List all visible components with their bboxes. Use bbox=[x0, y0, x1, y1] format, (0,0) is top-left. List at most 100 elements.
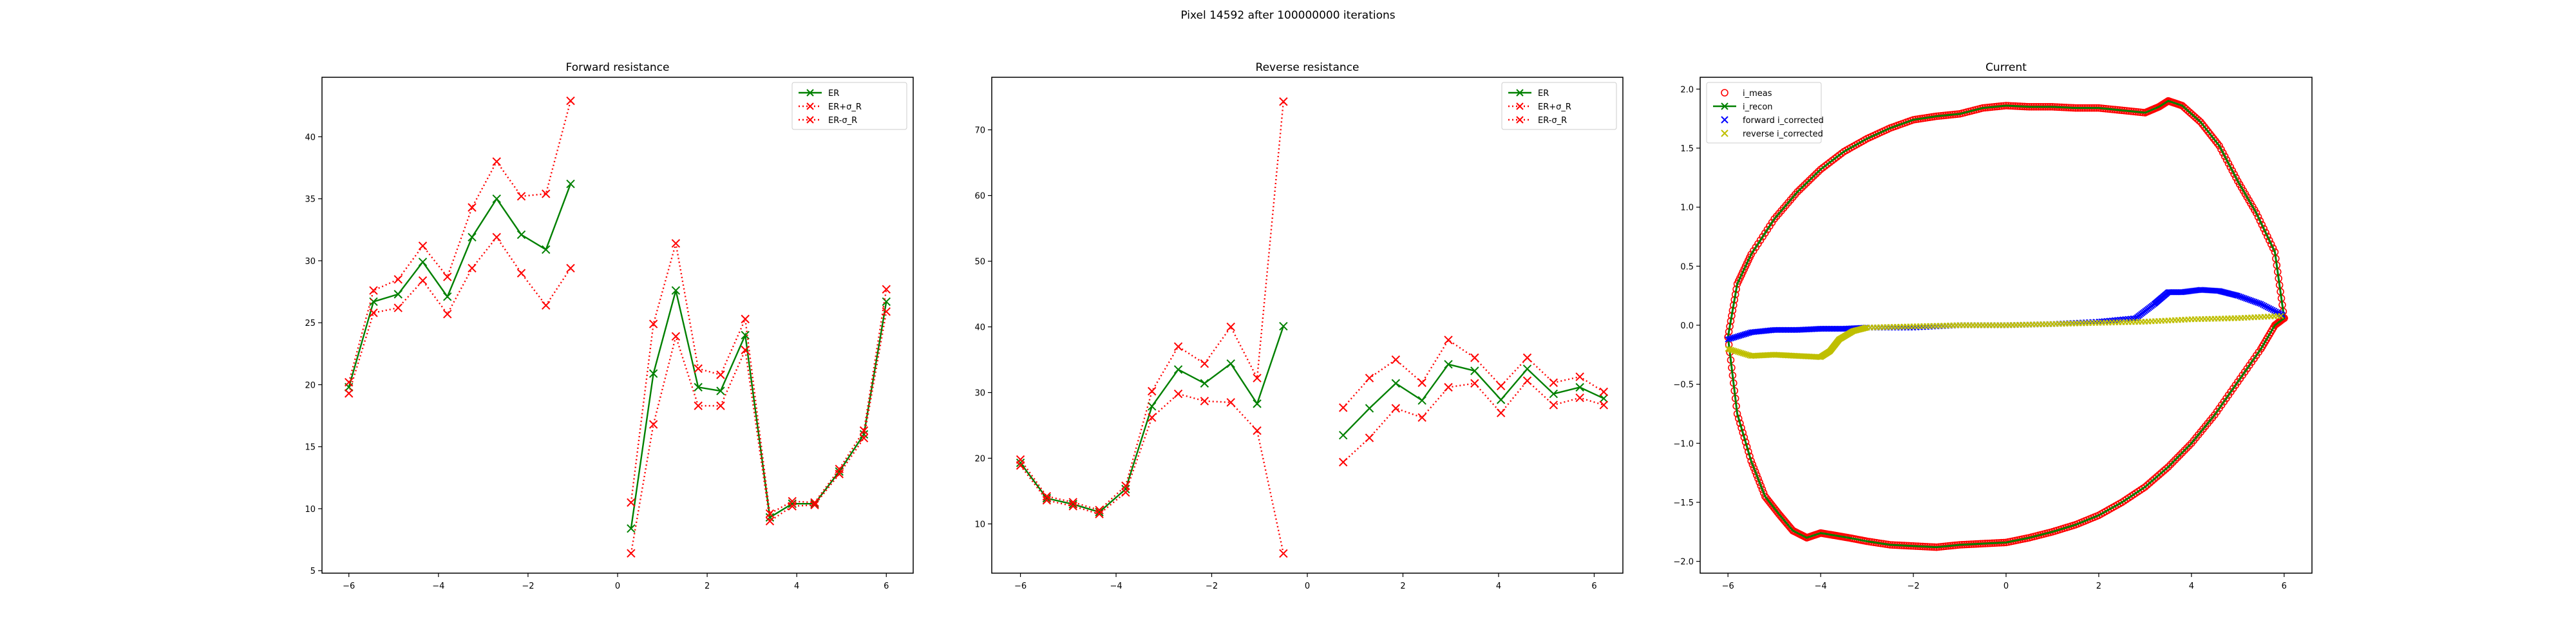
x-tick-label: 6 bbox=[2282, 582, 2287, 591]
data-point bbox=[2183, 444, 2191, 452]
data-point bbox=[2230, 170, 2238, 178]
data-point bbox=[694, 383, 703, 392]
data-point bbox=[1042, 491, 1052, 501]
data-point bbox=[1754, 475, 1762, 483]
data-point bbox=[741, 345, 750, 355]
figure-suptitle: Pixel 14592 after 100000000 iterations bbox=[1180, 9, 1396, 22]
data-point bbox=[1522, 365, 1532, 374]
legend-label: ER-σ_R bbox=[828, 116, 857, 126]
data-point bbox=[1748, 460, 1757, 469]
legend-label: ER bbox=[1538, 89, 1549, 99]
chart-title: Reverse resistance bbox=[1256, 61, 1359, 74]
data-point bbox=[859, 430, 869, 439]
data-point bbox=[492, 232, 501, 242]
data-point bbox=[741, 330, 750, 340]
x-tick-label: 4 bbox=[794, 582, 799, 591]
data-point bbox=[2256, 300, 2262, 307]
series-line bbox=[1019, 101, 1285, 511]
x-tick-label: −2 bbox=[1907, 582, 1919, 591]
series-line bbox=[348, 100, 572, 383]
data-point bbox=[1522, 353, 1532, 363]
data-point bbox=[1148, 413, 1157, 422]
data-point bbox=[1549, 378, 1558, 387]
data-point bbox=[1391, 379, 1401, 388]
data-point bbox=[1338, 431, 1348, 440]
data-point bbox=[2241, 295, 2248, 301]
data-point bbox=[1365, 374, 1374, 383]
data-point bbox=[1496, 381, 1506, 391]
data-point bbox=[1200, 359, 1209, 368]
data-point bbox=[2254, 299, 2261, 306]
data-point bbox=[1121, 481, 1130, 491]
legend-label: i_meas bbox=[1743, 89, 1772, 99]
data-point bbox=[810, 499, 819, 508]
data-point bbox=[1016, 461, 1025, 470]
data-point bbox=[1226, 359, 1235, 368]
data-point bbox=[1200, 379, 1209, 388]
legend-frame bbox=[791, 82, 907, 130]
data-point bbox=[1173, 342, 1183, 351]
y-tick-label: 40 bbox=[305, 133, 316, 142]
x-tick-label: −4 bbox=[432, 582, 444, 591]
data-point bbox=[2226, 163, 2235, 171]
data-point bbox=[1812, 170, 1820, 178]
data-point bbox=[2195, 117, 2203, 124]
data-point bbox=[345, 389, 354, 398]
data-point bbox=[492, 157, 501, 166]
data-point bbox=[369, 286, 378, 295]
data-point bbox=[2176, 451, 2184, 459]
x-tick-label: 2 bbox=[2096, 582, 2101, 591]
data-point bbox=[1470, 379, 1479, 388]
x-tick-label: 0 bbox=[1305, 582, 1310, 591]
y-tick-label: −2.0 bbox=[1673, 558, 1694, 567]
legend: ER ER+σ_R ER-σ_R bbox=[1501, 82, 1617, 130]
data-point bbox=[1756, 478, 1763, 486]
data-point bbox=[1807, 175, 1815, 182]
series-line bbox=[1019, 393, 1285, 554]
data-point bbox=[2242, 296, 2249, 302]
data-point bbox=[542, 301, 551, 310]
y-tick-label: 1.0 bbox=[1680, 204, 1694, 213]
data-point bbox=[2269, 244, 2277, 252]
data-point bbox=[2244, 296, 2251, 303]
legend-marker bbox=[806, 116, 814, 124]
chart-title: Forward resistance bbox=[566, 61, 670, 74]
data-point bbox=[1753, 471, 1761, 479]
data-point bbox=[2219, 149, 2227, 157]
data-point bbox=[1549, 401, 1558, 410]
data-point bbox=[2178, 449, 2186, 457]
data-point bbox=[694, 364, 703, 374]
data-point bbox=[859, 426, 869, 435]
data-point bbox=[2246, 296, 2253, 303]
legend-label: reverse i_corrected bbox=[1743, 129, 1823, 139]
x-tick-label: 6 bbox=[1591, 582, 1596, 591]
data-point bbox=[649, 319, 658, 328]
data-point bbox=[2248, 297, 2255, 304]
data-point bbox=[418, 276, 428, 285]
data-point bbox=[2215, 142, 2223, 150]
data-point bbox=[418, 242, 428, 251]
data-point bbox=[1810, 172, 1818, 180]
axes-frame bbox=[991, 77, 1624, 574]
y-tick-label: 20 bbox=[305, 381, 316, 390]
data-point bbox=[1470, 353, 1479, 363]
legend-label: forward i_corrected bbox=[1743, 116, 1824, 126]
legend: ER ER+σ_R ER-σ_R bbox=[791, 82, 907, 130]
legend-marker bbox=[1721, 116, 1728, 124]
data-point bbox=[2252, 209, 2260, 217]
data-point bbox=[1068, 502, 1077, 511]
y-tick-label: −0.5 bbox=[1673, 381, 1694, 390]
series-line bbox=[348, 236, 571, 394]
data-point bbox=[1757, 482, 1765, 490]
y-tick-label: 25 bbox=[305, 319, 316, 328]
legend-label: ER+σ_R bbox=[828, 102, 862, 112]
data-point bbox=[2236, 293, 2243, 299]
plot-area bbox=[1016, 97, 1609, 558]
data-point bbox=[1279, 549, 1288, 558]
data-point bbox=[2254, 213, 2262, 221]
x-tick-label: 6 bbox=[884, 582, 889, 591]
data-point bbox=[2153, 473, 2161, 481]
data-point bbox=[2265, 236, 2273, 244]
data-point bbox=[1253, 399, 1262, 408]
data-point bbox=[2277, 312, 2284, 319]
